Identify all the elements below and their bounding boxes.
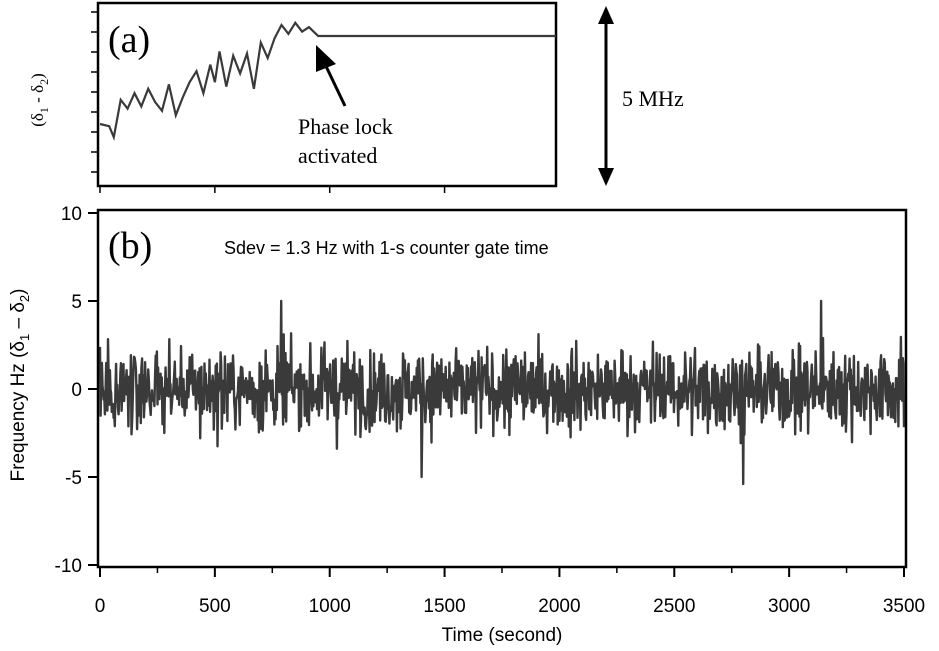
y-tick-label: 10 — [61, 204, 82, 225]
panel-b: 0 500 1000 1500 2000 2500 3000 3500 10 5 0 -5 -10 (b… — [8, 204, 925, 646]
annotation-arrow — [316, 45, 347, 107]
x-tick-label: 2500 — [653, 596, 695, 617]
y-tick-label: 5 — [71, 292, 82, 313]
panel-b-annotation: Sdev = 1.3 Hz with 1-s counter gate time — [224, 238, 549, 258]
x-tick-label: 500 — [199, 596, 231, 617]
y-tick-label: 0 — [71, 380, 82, 401]
panel-b-ticks: 0 500 1000 1500 2000 2500 3000 3500 10 5 0 -5 -10 — [55, 204, 926, 617]
x-tick-label: 3000 — [768, 596, 810, 617]
y-tick-label: -5 — [65, 468, 82, 489]
panel-a: (a) (δ1 - δ2) Phase lock activated — [28, 1, 558, 193]
panel-a-series-line — [99, 20, 556, 142]
x-tick-label: 1000 — [309, 596, 351, 617]
panel-a-frame — [96, 1, 558, 188]
x-tick-label: 3500 — [883, 596, 925, 617]
x-tick-label: 1500 — [423, 596, 465, 617]
panel-a-annotation-line-1: Phase lock — [298, 114, 393, 139]
y-axis-label: Frequency Hz (δ1 – δ2) — [8, 289, 32, 482]
scale-bar: 5 MHz — [598, 6, 684, 186]
panel-a-y-axis-label: (δ1 - δ2) — [28, 73, 51, 127]
panel-a-label: (a) — [108, 19, 150, 61]
panel-b-series-line — [98, 299, 906, 486]
x-tick-label: 2000 — [538, 596, 580, 617]
scale-bar-label: 5 MHz — [622, 86, 684, 111]
x-axis-label: Time (second) — [442, 625, 563, 646]
x-tick-label: 0 — [95, 596, 106, 617]
panel-b-label: (b) — [108, 225, 152, 267]
panel-a-ticks — [91, 11, 446, 193]
y-tick-label: -10 — [55, 556, 82, 577]
panel-a-annotation-line-2: activated — [298, 143, 377, 168]
